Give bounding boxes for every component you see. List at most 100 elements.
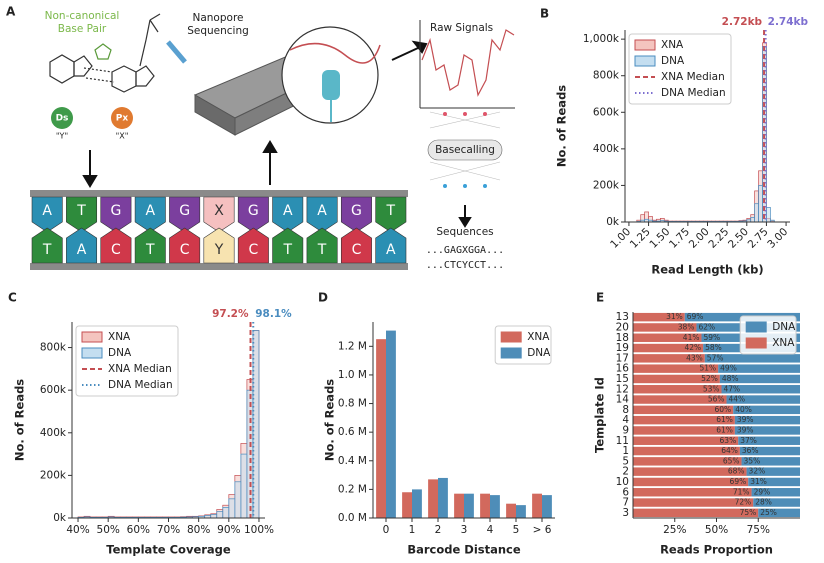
sequencing-title: Sequencing: [187, 25, 249, 37]
base-tile: [134, 227, 166, 264]
y-tick-label: 2: [622, 466, 629, 478]
value-label: 32%: [749, 467, 766, 476]
legend-label: DNA: [108, 347, 132, 359]
y-tick-label: 18: [616, 332, 629, 344]
base-letter: C: [111, 242, 121, 258]
y-tick-label: 800k: [593, 70, 620, 82]
bar-segment: [633, 467, 747, 476]
panel-letter: D: [318, 291, 328, 305]
bar-segment: [633, 488, 752, 497]
bar-segment: [633, 333, 702, 342]
base-tile: [66, 196, 98, 233]
y-tick-label: 8: [622, 404, 629, 416]
value-label: 41%: [683, 333, 700, 342]
base-letter: T: [42, 242, 52, 258]
histogram-bar: [750, 217, 755, 223]
y-tick-label: 600k: [40, 384, 67, 396]
value-label: 48%: [722, 374, 739, 383]
bar: [376, 339, 386, 518]
bar-segment: [753, 498, 800, 507]
legend-box: [628, 33, 732, 105]
x-tick-label: 4: [487, 524, 494, 536]
legend-label: DNA: [661, 55, 685, 67]
median-label: 97.2%: [212, 308, 249, 320]
y-tick-label: 0.2 M: [338, 483, 367, 495]
histogram-bar: [754, 203, 759, 223]
y-tick-label: 1.2 M: [338, 340, 367, 352]
base-letter: G: [110, 203, 121, 219]
legend-label: XNA Median: [661, 71, 725, 83]
value-label: 69%: [730, 477, 747, 486]
y-tick-label: 0.8 M: [338, 398, 367, 410]
value-label: 68%: [728, 467, 745, 476]
x-tick-label: 3.00: [765, 226, 790, 251]
sequence-bottom: ...CTCYCCT...: [426, 260, 504, 271]
chemical-structure: [49, 13, 161, 93]
bar: [386, 330, 396, 518]
value-label: 43%: [686, 353, 703, 362]
x-tick-label: 2.25: [706, 226, 731, 251]
legend-swatch: [745, 321, 767, 333]
value-label: 36%: [742, 446, 759, 455]
base-letter: A: [77, 242, 87, 258]
value-label: 57%: [707, 353, 724, 362]
value-label: 31%: [750, 477, 767, 486]
panel-letter: C: [8, 291, 17, 305]
px-text: Px: [116, 114, 129, 124]
value-label: 64%: [721, 446, 738, 455]
bar-segment: [633, 426, 735, 435]
y-tick-label: 200k: [40, 469, 67, 481]
value-label: 40%: [735, 405, 752, 414]
px-badge: [111, 107, 133, 129]
legend-swatch: [500, 331, 522, 343]
y-axis-label: No. of Reads: [555, 85, 569, 167]
y-tick-label: 9: [622, 424, 629, 436]
bar: [516, 505, 526, 518]
y-axis-label: No. of Reads: [13, 379, 27, 461]
bar-segment: [738, 436, 800, 445]
x-tick-label: 40%: [66, 524, 89, 536]
base-tile: [100, 227, 132, 264]
base-tile: [306, 196, 338, 233]
x-tick-label: 1.25: [628, 226, 653, 251]
sequence-top: ...GAGXGGA...: [426, 245, 504, 256]
bar-segment: [633, 354, 705, 363]
bar: [464, 493, 474, 518]
x-tick-label: 50%: [705, 524, 728, 536]
legend-swatch: [81, 331, 103, 343]
x-tick-label: 0: [383, 524, 390, 536]
value-label: 61%: [716, 425, 733, 434]
bar-segment: [633, 385, 722, 394]
value-label: 39%: [737, 425, 754, 434]
legend-label: DNA Median: [108, 379, 173, 391]
median-label: 2.74kb: [768, 16, 809, 28]
x-tick-label: 25%: [663, 524, 686, 536]
y-tick-label: 0.0 M: [338, 512, 367, 524]
y-tick-label: 0k: [53, 512, 67, 524]
bar-segment: [704, 354, 800, 363]
value-label: 31%: [666, 312, 683, 321]
bar-segment: [633, 457, 742, 466]
legend-swatch: [81, 347, 103, 359]
y-tick-label: 0.6 M: [338, 426, 367, 438]
chart-panel: C Template Coverage No. of Reads 0k 200k 400k…: [8, 291, 292, 557]
base-letter: A: [317, 203, 327, 219]
base-tile: [306, 227, 338, 264]
y-tick-label: 1,000k: [583, 33, 620, 45]
bar: [542, 495, 552, 518]
x-tick-label: 1.50: [647, 226, 672, 251]
bar-segment: [758, 508, 800, 518]
y-tick-label: 7: [622, 497, 629, 509]
bar-segment: [633, 364, 719, 373]
legend-label: XNA: [772, 337, 795, 349]
bar: [454, 493, 464, 518]
bar-segment: [719, 374, 800, 384]
value-label: 42%: [684, 343, 701, 352]
value-label: 44%: [729, 395, 746, 404]
x-axis-label: Template Coverage: [106, 543, 231, 557]
y-tick-label: 600k: [593, 106, 620, 118]
base-letter: T: [386, 203, 396, 219]
bar-segment: [633, 343, 704, 353]
